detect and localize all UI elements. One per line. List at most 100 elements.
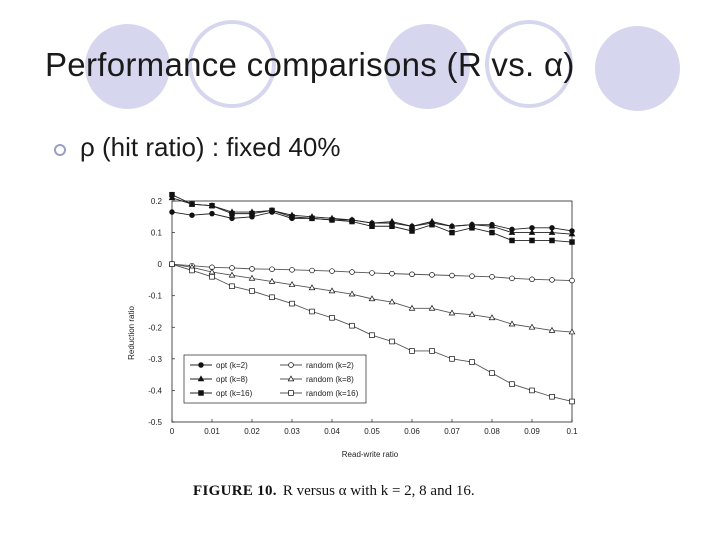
data-point — [509, 275, 515, 282]
data-point — [469, 273, 475, 279]
data-point — [269, 207, 275, 214]
data-point — [229, 215, 235, 222]
data-point — [508, 228, 516, 235]
x-tick-label: 0.02 — [244, 427, 260, 436]
data-point — [488, 222, 496, 229]
y-tick-label: -0.4 — [148, 386, 162, 395]
data-point — [289, 214, 295, 220]
data-point — [448, 222, 456, 229]
data-point — [289, 267, 295, 273]
caption-text: R versus α with k = 2, 8 and 16. — [282, 483, 475, 499]
data-point — [348, 290, 356, 297]
data-point — [389, 270, 395, 277]
x-tick-label: 0.09 — [524, 427, 540, 436]
data-point — [189, 212, 195, 218]
y-tick-label: -0.3 — [148, 355, 162, 364]
y-axis-label: Reduction ratio — [127, 306, 136, 360]
data-point — [568, 230, 576, 237]
data-point — [189, 201, 195, 207]
data-point — [289, 300, 295, 307]
data-point — [529, 387, 535, 394]
data-point — [169, 261, 175, 267]
x-tick-label: 0 — [170, 427, 175, 436]
legend-label: opt (k=16) — [216, 389, 253, 398]
legend-marker — [287, 375, 295, 382]
y-tick-label: 0.1 — [151, 229, 163, 238]
data-point — [429, 272, 435, 278]
legend-label: random (k=8) — [306, 375, 354, 384]
x-tick-label: 0.06 — [404, 427, 420, 436]
data-point — [408, 222, 416, 229]
bullet-item: ρ (hit ratio) : fixed 40% — [54, 132, 340, 163]
x-tick-label: 0.04 — [324, 427, 340, 436]
data-point — [409, 271, 415, 277]
legend-marker — [198, 390, 204, 396]
x-tick-label: 0.05 — [364, 427, 380, 436]
data-point — [249, 266, 255, 272]
x-tick-label: 0.1 — [566, 427, 578, 436]
x-tick-label: 0.03 — [284, 427, 300, 436]
y-tick-label: 0 — [158, 260, 163, 269]
data-point — [248, 274, 256, 281]
data-point — [349, 322, 355, 329]
y-tick-label: -0.5 — [148, 418, 162, 427]
data-point — [468, 311, 476, 317]
data-point — [369, 332, 375, 338]
data-point — [569, 277, 575, 284]
deco-circle-4 — [485, 20, 573, 108]
data-point — [509, 237, 515, 244]
data-point — [328, 287, 336, 294]
x-tick-label: 0.08 — [484, 427, 500, 436]
data-point — [209, 274, 215, 280]
bullet-text: ρ (hit ratio) : fixed 40% — [80, 132, 341, 162]
data-point — [308, 284, 316, 291]
data-point — [228, 271, 236, 278]
data-point — [389, 223, 395, 230]
legend-marker — [197, 375, 205, 382]
data-point — [548, 228, 556, 235]
legend-marker — [288, 390, 294, 396]
data-point — [469, 359, 475, 365]
data-point — [409, 228, 415, 234]
legend-label: random (k=16) — [306, 389, 359, 398]
data-point — [528, 228, 536, 235]
data-point — [408, 304, 416, 311]
data-point — [549, 277, 555, 283]
data-point — [329, 217, 335, 223]
data-point — [449, 272, 455, 279]
data-point — [329, 315, 335, 321]
data-point — [169, 209, 175, 215]
deco-circle-5 — [595, 26, 680, 111]
data-point — [329, 268, 335, 274]
data-point — [449, 229, 455, 236]
slide-title: Performance comparisons (R vs. α) — [45, 46, 575, 83]
data-point — [448, 309, 456, 316]
data-point — [229, 265, 235, 271]
data-point — [209, 202, 215, 209]
legend-box — [183, 354, 367, 404]
data-point — [549, 393, 555, 400]
data-point — [428, 304, 436, 311]
deco-circle-1 — [85, 24, 170, 109]
data-point — [388, 217, 396, 224]
data-point — [508, 320, 516, 327]
figure-caption: FIGURE 10. R versus α with k = 2, 8 and 1… — [193, 483, 475, 500]
chart-container: 0 0.01 0.02 0.03 0.04 0.05 0.06 0.07 0.08 0.09 0.1… — [120, 185, 590, 465]
data-point — [389, 338, 395, 345]
data-point — [449, 356, 455, 362]
data-point — [469, 225, 475, 231]
data-point — [309, 215, 315, 222]
data-point — [369, 270, 375, 276]
data-point — [368, 295, 376, 302]
data-point — [528, 323, 536, 330]
legend-marker — [288, 362, 294, 368]
data-point — [549, 237, 555, 244]
line-chart: 0 0.01 0.02 0.03 0.04 0.05 0.06 0.07 0.08 0.09 0.1… — [127, 191, 578, 459]
data-point — [269, 294, 275, 301]
y-tick-label: 0.2 — [151, 197, 163, 206]
data-point — [369, 223, 375, 230]
caption-label: FIGURE 10. — [193, 483, 277, 499]
data-point — [529, 237, 535, 244]
data-point — [249, 288, 255, 294]
data-point — [349, 269, 355, 275]
